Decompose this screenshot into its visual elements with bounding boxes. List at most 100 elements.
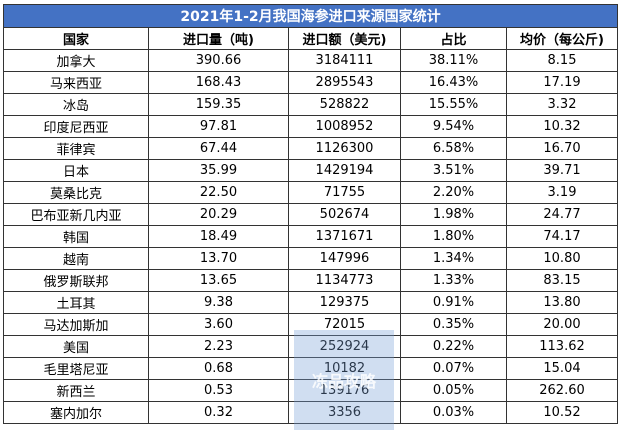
table-cell: 0.35% (400, 313, 507, 336)
table-cell: 1.80% (400, 225, 507, 248)
table-cell: 13.80 (505, 291, 619, 314)
table-cell: 土耳其 (3, 291, 149, 314)
table-row: 菲律宾 67.44 1126300 6.58% 16.70 (3, 137, 619, 160)
table-cell: 39.71 (505, 159, 619, 182)
table-cell: 印度尼西亚 (3, 115, 149, 138)
table-row: 巴布亚新几内亚 20.29 502674 1.98% 24.77 (3, 203, 619, 226)
table-cell: 15.55% (400, 93, 507, 116)
table-title: 2021年1-2月我国海参进口来源国家统计 (2, 4, 619, 28)
table-cell: 1.33% (400, 269, 507, 292)
table-cell: 20.29 (148, 203, 289, 226)
table-cell: 3.51% (400, 159, 507, 182)
table-cell: 502674 (288, 203, 401, 226)
table-cell: 塞内加尔 (3, 401, 149, 424)
table-cell: 2895543 (288, 71, 401, 94)
table-cell: 262.60 (505, 379, 619, 402)
table-row: 韩国 18.49 1371671 1.80% 74.17 (3, 225, 619, 248)
table-cell: 8.15 (505, 49, 619, 72)
table-cell: 3184111 (288, 49, 401, 72)
table-cell: 24.77 (505, 203, 619, 226)
table-cell: 3356 (288, 401, 401, 424)
table-cell: 3.19 (505, 181, 619, 204)
table-cell: 1429194 (288, 159, 401, 182)
table-cell: 1.98% (400, 203, 507, 226)
table-cell: 马达加斯加 (3, 313, 149, 336)
table-cell: 越南 (3, 247, 149, 270)
header-cell: 占比 (400, 27, 507, 50)
table-body: 加拿大 390.66 3184111 38.11% 8.15 马来西亚 168.43 2895… (3, 49, 619, 424)
table-cell: 83.15 (505, 269, 619, 292)
table-cell: 1.34% (400, 247, 507, 270)
table-cell: 1126300 (288, 137, 401, 160)
header-row: 国家 进口量（吨) 进口额（美元) 占比 均价（每公斤) (3, 27, 619, 50)
table-cell: 13.65 (148, 269, 289, 292)
table-cell: 67.44 (148, 137, 289, 160)
table-cell: 美国 (3, 335, 149, 358)
table-cell: 18.49 (148, 225, 289, 248)
table-row: 越南 13.70 147996 1.34% 10.80 (3, 247, 619, 270)
table-cell: 菲律宾 (3, 137, 149, 160)
table-cell: 3.32 (505, 93, 619, 116)
table-row: 俄罗斯联邦 13.65 1134773 1.33% 83.15 (3, 269, 619, 292)
table-cell: 74.17 (505, 225, 619, 248)
header-cell: 均价（每公斤) (505, 27, 619, 50)
table-cell: 马来西亚 (3, 71, 149, 94)
table-cell: 日本 (3, 159, 149, 182)
table-cell: 0.05% (400, 379, 507, 402)
header-cell: 进口额（美元) (288, 27, 401, 50)
table-cell: 252924 (288, 335, 401, 358)
table-cell: 0.03% (400, 401, 507, 424)
table-cell: 35.99 (148, 159, 289, 182)
table-cell: 13.70 (148, 247, 289, 270)
table-cell: 10.52 (505, 401, 619, 424)
table-cell: 0.53 (148, 379, 289, 402)
table-cell: 15.04 (505, 357, 619, 380)
table-cell: 147996 (288, 247, 401, 270)
table-row: 莫桑比克 22.50 71755 2.20% 3.19 (3, 181, 619, 204)
table-row: 印度尼西亚 97.81 1008952 9.54% 10.32 (3, 115, 619, 138)
table-cell: 159.35 (148, 93, 289, 116)
table-cell: 1134773 (288, 269, 401, 292)
table-cell: 113.62 (505, 335, 619, 358)
table-cell: 0.22% (400, 335, 507, 358)
table-cell: 38.11% (400, 49, 507, 72)
table-cell: 加拿大 (3, 49, 149, 72)
header-cell: 进口量（吨) (148, 27, 289, 50)
table-cell: 巴布亚新几内亚 (3, 203, 149, 226)
table-cell: 1008952 (288, 115, 401, 138)
table-row: 塞内加尔 0.32 3356 0.03% 10.52 (3, 401, 619, 424)
table-cell: 0.91% (400, 291, 507, 314)
table-cell: 129375 (288, 291, 401, 314)
table-cell: 528822 (288, 93, 401, 116)
table-cell: 168.43 (148, 71, 289, 94)
table-row: 日本 35.99 1429194 3.51% 39.71 (3, 159, 619, 182)
table-cell: 毛里塔尼亚 (3, 357, 149, 380)
table-cell: 2.20% (400, 181, 507, 204)
table-cell: 0.32 (148, 401, 289, 424)
table-cell: 72015 (288, 313, 401, 336)
table-cell: 莫桑比克 (3, 181, 149, 204)
table-cell: 新西兰 (3, 379, 149, 402)
table-row: 土耳其 9.38 129375 0.91% 13.80 (3, 291, 619, 314)
table-row: 毛里塔尼亚 0.68 10182 0.07% 15.04 (3, 357, 619, 380)
table-cell: 97.81 (148, 115, 289, 138)
table-cell: 6.58% (400, 137, 507, 160)
table-cell: 390.66 (148, 49, 289, 72)
data-table: 2021年1-2月我国海参进口来源国家统计 国家 进口量（吨) 进口额（美元) 占比均… (2, 4, 619, 424)
table-cell: 139176 (288, 379, 401, 402)
table-cell: 0.68 (148, 357, 289, 380)
table-cell: 3.60 (148, 313, 289, 336)
table-row: 美国 2.23 252924 0.22% 113.62 (3, 335, 619, 358)
table-row: 冰岛 159.35 528822 15.55% 3.32 (3, 93, 619, 116)
table-cell: 17.19 (505, 71, 619, 94)
table-row: 马来西亚 168.43 2895543 16.43% 17.19 (3, 71, 619, 94)
table-cell: 9.38 (148, 291, 289, 314)
table-cell: 10.32 (505, 115, 619, 138)
table-cell: 0.07% (400, 357, 507, 380)
table-cell: 冰岛 (3, 93, 149, 116)
table-row: 加拿大 390.66 3184111 38.11% 8.15 (3, 49, 619, 72)
table-cell: 16.43% (400, 71, 507, 94)
header-cell: 国家 (3, 27, 149, 50)
table-cell: 20.00 (505, 313, 619, 336)
